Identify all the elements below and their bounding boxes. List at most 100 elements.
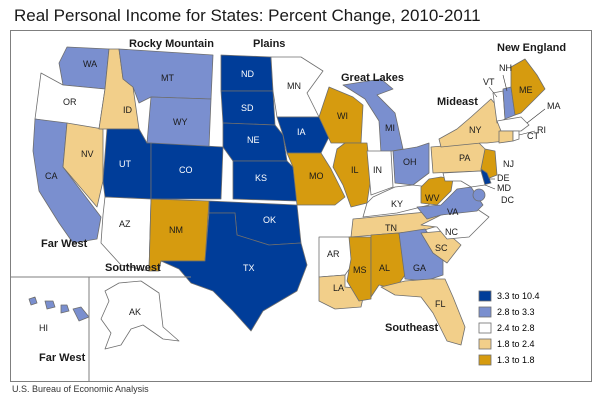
state-MD[interactable] <box>442 170 486 188</box>
label-VA: VA <box>447 207 458 217</box>
us-map: WA OR CA NV ID MT WY UT CO AZ NM ND SD N… <box>11 38 566 381</box>
label-MO: MO <box>309 171 324 181</box>
label-MA: MA <box>547 101 561 111</box>
label-IN: IN <box>373 165 382 175</box>
region-far-west-inset: Far West <box>39 352 86 364</box>
label-FL: FL <box>435 299 446 309</box>
legend-swatch-3 <box>478 322 492 334</box>
state-AK[interactable] <box>100 280 180 350</box>
region-mideast: Mideast <box>437 96 478 108</box>
state-OH[interactable] <box>392 142 430 186</box>
state-RI[interactable] <box>512 130 520 142</box>
leader-MD <box>484 184 496 190</box>
label-TX: TX <box>243 263 255 273</box>
map-title: Real Personal Income for States: Percent… <box>14 6 481 25</box>
label-NH: NH <box>499 63 512 73</box>
label-WI: WI <box>337 111 348 121</box>
label-MS: MS <box>353 265 367 275</box>
label-NE: NE <box>247 135 260 145</box>
state-CT[interactable] <box>498 130 514 144</box>
state-MA[interactable] <box>496 116 530 132</box>
label-DC: DC <box>501 195 514 205</box>
region-plains: Plains <box>253 38 285 50</box>
label-AZ: AZ <box>119 219 131 229</box>
label-WV: WV <box>425 193 440 203</box>
state-TX[interactable] <box>160 212 308 332</box>
region-great-lakes: Great Lakes <box>341 72 404 84</box>
label-MD: MD <box>497 183 511 193</box>
label-NM: NM <box>169 225 183 235</box>
state-MI[interactable] <box>342 78 404 154</box>
label-AK: AK <box>129 307 141 317</box>
label-NC: NC <box>445 227 458 237</box>
label-OH: OH <box>403 157 417 167</box>
legend-label-3: 2.4 to 2.8 <box>497 323 535 333</box>
label-AL: AL <box>379 263 390 273</box>
leader-NH <box>502 74 508 92</box>
label-NY: NY <box>469 125 482 135</box>
label-SD: SD <box>241 103 254 113</box>
legend-swatch-2 <box>478 306 492 318</box>
label-ME: ME <box>519 85 533 95</box>
label-PA: PA <box>459 153 470 163</box>
region-labels: Rocky Mountain Plains Great Lakes New En… <box>39 38 566 364</box>
map-frame: WA OR CA NV ID MT WY UT CO AZ NM ND SD N… <box>10 30 592 382</box>
label-VT: VT <box>483 77 495 87</box>
label-KS: KS <box>255 173 267 183</box>
state-MT[interactable] <box>118 48 214 104</box>
region-southwest: Southwest <box>105 262 161 274</box>
state-HI-group <box>28 296 90 322</box>
leader-lines <box>484 74 546 190</box>
label-CA: CA <box>45 171 58 181</box>
legend-label-5: 1.3 to 1.8 <box>497 355 535 365</box>
source-note: U.S. Bureau of Economic Analysis <box>12 384 149 394</box>
state-FL[interactable] <box>380 278 466 346</box>
state-HI[interactable] <box>28 296 90 322</box>
state-MO[interactable] <box>286 152 346 206</box>
label-NV: NV <box>81 149 94 159</box>
state-MN[interactable] <box>270 56 324 118</box>
region-far-west: Far West <box>41 238 88 250</box>
state-CO[interactable] <box>150 142 224 200</box>
state-NM[interactable] <box>148 198 210 272</box>
label-WA: WA <box>83 59 97 69</box>
label-CT: CT <box>527 131 539 141</box>
label-OR: OR <box>63 97 77 107</box>
state-IN[interactable] <box>366 150 394 196</box>
leader-RI <box>518 130 536 136</box>
leader-VT <box>488 86 498 98</box>
label-WY: WY <box>173 117 188 127</box>
legend: 3.3 to 10.4 2.8 to 3.3 2.4 to 2.8 1.8 to… <box>478 290 540 366</box>
state-VA[interactable] <box>416 186 484 220</box>
region-rocky-mountain: Rocky Mountain <box>129 38 214 50</box>
state-WV[interactable] <box>420 176 454 206</box>
state-DC[interactable] <box>472 188 486 202</box>
label-NJ: NJ <box>503 159 514 169</box>
label-MN: MN <box>287 81 301 91</box>
label-IA: IA <box>297 127 306 137</box>
legend-swatch-1 <box>478 290 492 302</box>
state-labels: WA OR CA NV ID MT WY UT CO AZ NM ND SD N… <box>39 59 561 333</box>
label-ND: ND <box>241 69 254 79</box>
legend-label-4: 1.8 to 2.4 <box>497 339 535 349</box>
label-IL: IL <box>351 165 359 175</box>
state-ME[interactable] <box>510 58 546 116</box>
label-GA: GA <box>413 263 426 273</box>
region-new-england: New England <box>497 42 566 54</box>
label-SC: SC <box>435 243 448 253</box>
label-UT: UT <box>119 159 131 169</box>
state-AZ[interactable] <box>100 196 152 272</box>
label-KY: KY <box>391 199 403 209</box>
label-CO: CO <box>179 165 193 175</box>
label-HI: HI <box>39 323 48 333</box>
label-RI: RI <box>537 125 546 135</box>
state-NV[interactable] <box>62 122 104 208</box>
region-southeast: Southeast <box>385 322 439 334</box>
label-TN: TN <box>385 223 397 233</box>
legend-label-1: 3.3 to 10.4 <box>497 291 540 301</box>
label-DE: DE <box>497 173 510 183</box>
states-layer <box>28 46 546 350</box>
label-AR: AR <box>327 249 340 259</box>
legend-label-2: 2.8 to 3.3 <box>497 307 535 317</box>
legend-swatch-5 <box>478 354 492 366</box>
